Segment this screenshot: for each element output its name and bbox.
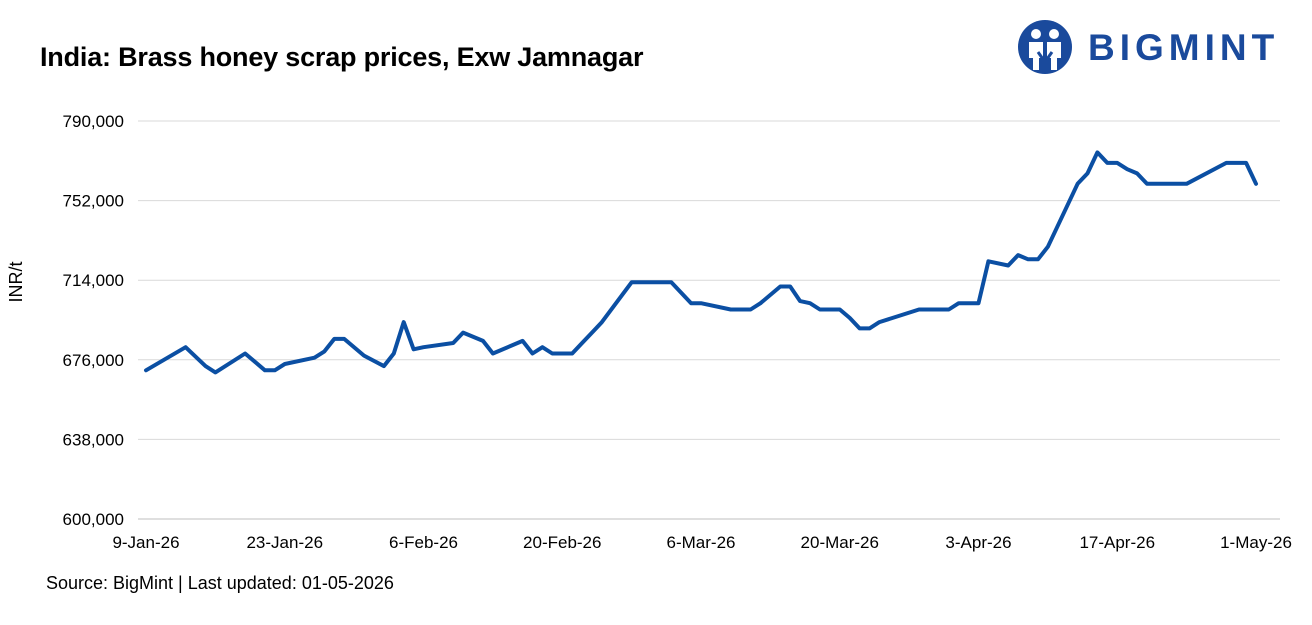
y-tick-label: 752,000 [63, 192, 124, 211]
x-tick-label: 20-Mar-26 [801, 533, 879, 552]
x-tick-label: 1-May-26 [1220, 533, 1292, 552]
y-axis-label: INR/t [6, 261, 26, 302]
line-chart: 600,000 638,000 676,000 714,000 752,000 790,0… [6, 112, 1292, 552]
y-tick-label: 600,000 [63, 510, 124, 529]
y-axis-ticks: 600,000 638,000 676,000 714,000 752,000 790,0… [63, 112, 124, 529]
gridlines [138, 120, 1280, 520]
y-tick-label: 676,000 [63, 351, 124, 370]
x-tick-label: 3-Apr-26 [945, 533, 1011, 552]
x-tick-label: 20-Feb-26 [523, 533, 601, 552]
source-note: Source: BigMint | Last updated: 01-05-20… [46, 573, 394, 593]
bigmint-people-icon [1018, 20, 1072, 74]
x-tick-label: 23-Jan-26 [246, 533, 323, 552]
x-tick-label: 17-Apr-26 [1079, 533, 1155, 552]
y-tick-label: 714,000 [63, 271, 124, 290]
series-line [144, 150, 1258, 375]
x-axis-ticks: 9-Jan-26 23-Jan-26 6-Feb-26 20-Feb-26 6-Mar-… [112, 533, 1291, 552]
y-tick-label: 638,000 [63, 430, 124, 449]
x-tick-label: 9-Jan-26 [112, 533, 179, 552]
series-layer [144, 150, 1258, 375]
x-tick-label: 6-Mar-26 [667, 533, 736, 552]
bigmint-logo: BIGMINT [1016, 18, 1296, 78]
logo-text: BIGMINT [1088, 27, 1280, 68]
y-tick-label: 790,000 [63, 112, 124, 131]
chart-title: India: Brass honey scrap prices, Exw Jam… [40, 42, 644, 72]
x-tick-label: 6-Feb-26 [389, 533, 458, 552]
